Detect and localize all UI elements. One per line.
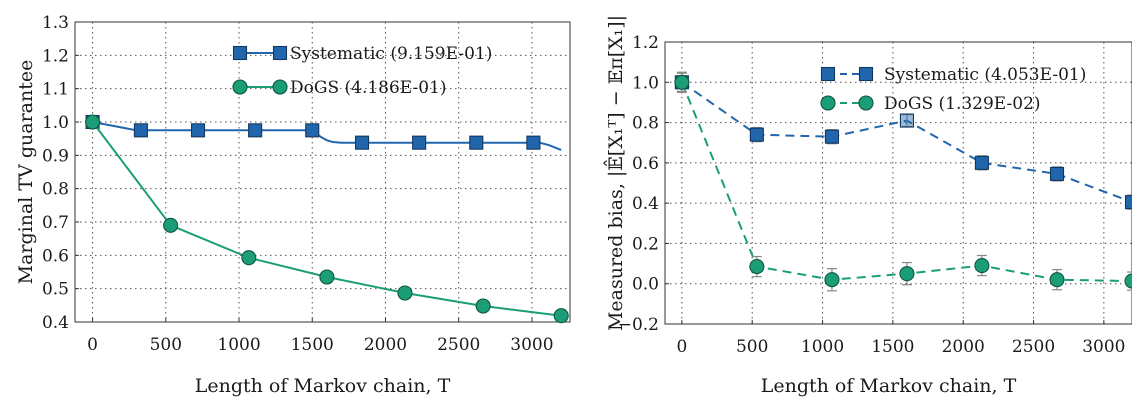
y-tick-label: 1.1 <box>42 80 69 100</box>
data-point <box>412 135 427 150</box>
y-tick-label: 0.2 <box>632 234 659 254</box>
legend-marker <box>858 66 874 82</box>
data-point <box>241 250 257 266</box>
legend-item-2: DoGS (4.186E-01) <box>232 78 447 98</box>
x-tick-label: 2500 <box>437 335 480 355</box>
x-tick-label: 1500 <box>871 337 914 357</box>
y-tick-label: 1.0 <box>42 113 69 133</box>
y-tick-label: 1.2 <box>632 33 659 53</box>
plot-frame <box>74 21 571 323</box>
x-axis-title: Length of Markov chain, T <box>761 375 1017 397</box>
data-point <box>475 298 491 314</box>
x-tick-label: 3000 <box>1082 337 1125 357</box>
x-tick-label: 2500 <box>1012 337 1055 357</box>
data-point <box>749 259 765 275</box>
y-tick-label: −0.2 <box>618 315 659 335</box>
data-point <box>899 266 915 282</box>
y-tick-label: 1.3 <box>42 13 69 33</box>
x-tick-label: 500 <box>736 337 768 357</box>
data-point <box>163 217 179 233</box>
x-axis-title: Length of Markov chain, T <box>195 375 451 397</box>
chart-panel-1: 0 500 1000 1500 2000 2500 3000 0.4 0.5 0.6 0.7 0.8 0… <box>15 13 571 397</box>
legend-marker <box>232 79 248 95</box>
legend-item-2: DoGS (1.329E-02) <box>820 94 1041 114</box>
chart-panel-2: 0 500 1000 1500 2000 2500 3000 −0.2 0.0 0.2 0.4 0.6… <box>603 15 1132 397</box>
data-point <box>397 285 413 301</box>
legend-marker <box>272 45 288 61</box>
legend-marker <box>272 79 288 95</box>
legend-marker <box>232 45 248 61</box>
x-tick-label: 1000 <box>801 337 844 357</box>
legend-label: DoGS (1.329E-02) <box>884 94 1041 114</box>
y-tick-label: 0.7 <box>42 213 69 233</box>
x-tick-label: 0 <box>676 337 687 357</box>
series-dogs <box>674 71 1132 292</box>
data-point <box>469 135 484 150</box>
plot-area <box>85 114 569 324</box>
x-tick-label: 1500 <box>291 335 334 355</box>
x-tick-label: 2000 <box>364 335 407 355</box>
y-tick-label: 1.0 <box>632 73 659 93</box>
data-point <box>133 123 148 138</box>
data-point <box>526 135 541 150</box>
y-axis-title: Measured bias, |𝔼̂[X₁ᵀ] − 𝔼π[X₁]| <box>603 15 627 331</box>
legend-label: Systematic (9.159E-01) <box>290 44 492 64</box>
data-point <box>899 113 914 128</box>
data-point <box>1124 195 1132 210</box>
data-point <box>974 258 990 274</box>
legend-marker <box>820 95 836 111</box>
y-tick-label: 0.6 <box>632 154 659 174</box>
legend-label: DoGS (4.186E-01) <box>290 78 447 98</box>
y-tick-label: 0.5 <box>42 280 69 300</box>
x-tick-label: 2000 <box>942 337 985 357</box>
data-point <box>305 123 320 138</box>
series-dogs <box>85 114 569 324</box>
y-tick-label: 0.4 <box>42 313 69 333</box>
legend-marker <box>820 66 836 82</box>
series-systematic <box>85 114 562 151</box>
plot-frame <box>664 41 1132 325</box>
y-axis-title: Marginal TV guarantee <box>15 60 37 285</box>
legend-label: Systematic (4.053E-01) <box>884 65 1086 85</box>
data-point <box>553 308 569 324</box>
data-point <box>1124 273 1132 289</box>
legend-item-1: Systematic (4.053E-01) <box>820 65 1086 85</box>
x-tick-label: 1000 <box>217 335 260 355</box>
data-point <box>974 155 989 170</box>
data-point <box>824 272 840 288</box>
y-tick-label: 1.2 <box>42 46 69 66</box>
data-point <box>190 123 206 138</box>
x-tick-label: 0 <box>87 335 98 355</box>
legend-marker <box>858 95 874 111</box>
plot-area <box>674 71 1132 292</box>
y-tick-label: 0.0 <box>632 275 659 295</box>
y-tick-label: 0.9 <box>42 146 69 166</box>
data-point <box>248 123 263 138</box>
series-line <box>91 121 562 317</box>
data-point <box>354 135 370 150</box>
x-tick-label: 3000 <box>510 335 553 355</box>
data-point <box>85 114 101 130</box>
y-tick-label: 0.8 <box>42 180 69 200</box>
data-point <box>319 269 335 285</box>
x-tick-label: 500 <box>150 335 182 355</box>
data-point <box>1049 272 1065 288</box>
series-line <box>92 121 562 151</box>
data-point <box>824 129 840 144</box>
y-tick-label: 0.6 <box>42 246 69 266</box>
y-tick-label: 0.4 <box>632 194 659 214</box>
legend-item-1: Systematic (9.159E-01) <box>232 44 492 64</box>
data-point <box>749 127 764 142</box>
y-tick-label: 0.8 <box>632 114 659 134</box>
data-point <box>674 74 690 90</box>
data-point <box>1049 166 1065 181</box>
